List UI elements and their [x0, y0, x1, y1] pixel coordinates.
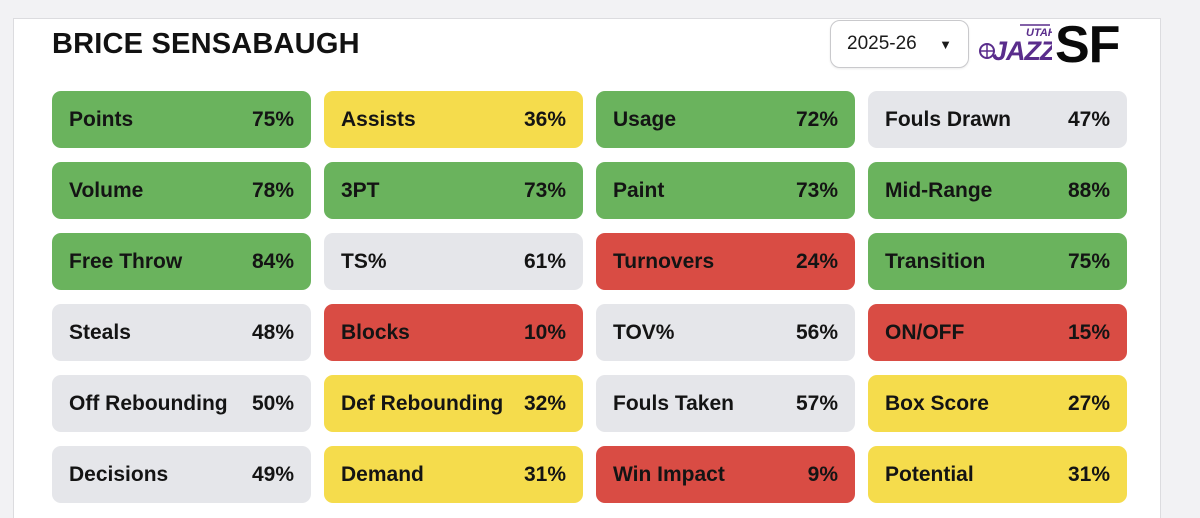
stat-label: Potential — [885, 462, 974, 486]
stat-tile[interactable]: 3PT 73% — [324, 162, 583, 219]
stat-label: Steals — [69, 320, 131, 344]
stat-tile[interactable]: Win Impact 9% — [596, 446, 855, 503]
stat-percentile: 88% — [1067, 178, 1110, 202]
stat-tile[interactable]: Def Rebounding 32% — [324, 375, 583, 432]
stat-label: TS% — [341, 249, 387, 273]
stat-label: Usage — [613, 107, 677, 131]
player-card: BRICE SENSABAUGH 2025-26 ▼ UTAH JAZZ SF … — [13, 16, 1161, 518]
stat-percentile: 75% — [1067, 249, 1110, 273]
stat-tile[interactable]: Volume 78% — [52, 162, 311, 219]
stat-tile[interactable]: Decisions 49% — [52, 446, 311, 503]
stat-tile[interactable]: ON/OFF 15% — [868, 304, 1127, 361]
stat-tile[interactable]: Blocks 10% — [324, 304, 583, 361]
stat-tile[interactable]: Steals 48% — [52, 304, 311, 361]
stat-label: Assists — [341, 107, 416, 131]
stat-tile[interactable]: Demand 31% — [324, 446, 583, 503]
stat-label: ON/OFF — [885, 320, 965, 344]
stat-label: Def Rebounding — [341, 391, 504, 415]
stat-percentile: 9% — [807, 462, 838, 486]
stat-percentile: 32% — [523, 391, 566, 415]
stat-label: Fouls Drawn — [885, 107, 1012, 131]
stat-percentile: 49% — [251, 462, 294, 486]
stat-tile[interactable]: Fouls Taken 57% — [596, 375, 855, 432]
stat-tile[interactable]: Mid-Range 88% — [868, 162, 1127, 219]
stat-label: Fouls Taken — [613, 391, 734, 415]
stat-percentile: 47% — [1067, 107, 1110, 131]
stat-percentile: 84% — [251, 249, 294, 273]
season-select[interactable]: 2025-26 ▼ — [830, 20, 969, 68]
stat-label: TOV% — [613, 320, 675, 344]
stat-percentile: 27% — [1067, 391, 1110, 415]
stat-percentile: 75% — [251, 107, 294, 131]
stat-label: Paint — [613, 178, 665, 202]
stat-percentile: 31% — [1067, 462, 1110, 486]
stat-percentile: 73% — [523, 178, 566, 202]
stat-percentile: 56% — [795, 320, 838, 344]
player-position: SF — [1055, 16, 1120, 74]
stat-tile[interactable]: Off Rebounding 50% — [52, 375, 311, 432]
stat-percentile: 36% — [523, 107, 566, 131]
stat-label: Demand — [341, 462, 424, 486]
stat-percentile: 10% — [523, 320, 566, 344]
stat-percentile: 24% — [795, 249, 838, 273]
stat-label: Volume — [69, 178, 144, 202]
stat-percentile: 72% — [795, 107, 838, 131]
stat-label: Off Rebounding — [69, 391, 228, 415]
stat-tile[interactable]: TS% 61% — [324, 233, 583, 290]
stat-tile[interactable]: Points 75% — [52, 91, 311, 148]
stat-label: Points — [69, 107, 134, 131]
stat-percentile: 31% — [523, 462, 566, 486]
stat-label: Blocks — [341, 320, 410, 344]
chevron-down-icon: ▼ — [939, 36, 952, 52]
stat-label: Mid-Range — [885, 178, 993, 202]
stat-tile[interactable]: Box Score 27% — [868, 375, 1127, 432]
stat-percentile: 48% — [251, 320, 294, 344]
stat-tile[interactable]: Usage 72% — [596, 91, 855, 148]
stat-percentile: 57% — [795, 391, 838, 415]
stat-tile[interactable]: Potential 31% — [868, 446, 1127, 503]
stat-grid: Points 75% Assists 36% Usage 72% Fouls Drawn 47… — [52, 91, 1127, 503]
stat-label: Transition — [885, 249, 986, 273]
stat-label: Decisions — [69, 462, 169, 486]
stat-tile[interactable]: TOV% 56% — [596, 304, 855, 361]
stat-percentile: 15% — [1067, 320, 1110, 344]
stat-tile[interactable]: Transition 75% — [868, 233, 1127, 290]
svg-text:JAZZ: JAZZ — [992, 36, 1052, 66]
stat-label: Win Impact — [613, 462, 725, 486]
stat-tile[interactable]: Fouls Drawn 47% — [868, 91, 1127, 148]
stat-percentile: 61% — [523, 249, 566, 273]
stat-percentile: 78% — [251, 178, 294, 202]
stat-percentile: 73% — [795, 178, 838, 202]
stat-percentile: 50% — [251, 391, 294, 415]
stat-tile[interactable]: Paint 73% — [596, 162, 855, 219]
stat-tile[interactable]: Assists 36% — [324, 91, 583, 148]
stat-tile[interactable]: Turnovers 24% — [596, 233, 855, 290]
stat-label: 3PT — [341, 178, 380, 202]
stat-label: Turnovers — [613, 249, 715, 273]
svg-text:UTAH: UTAH — [1026, 27, 1052, 39]
stat-label: Free Throw — [69, 249, 183, 273]
utah-jazz-logo-icon: UTAH JAZZ — [979, 24, 1052, 66]
season-select-value: 2025-26 — [847, 33, 917, 54]
stat-label: Box Score — [885, 391, 989, 415]
stat-tile[interactable]: Free Throw 84% — [52, 233, 311, 290]
player-name: BRICE SENSABAUGH — [52, 28, 360, 60]
